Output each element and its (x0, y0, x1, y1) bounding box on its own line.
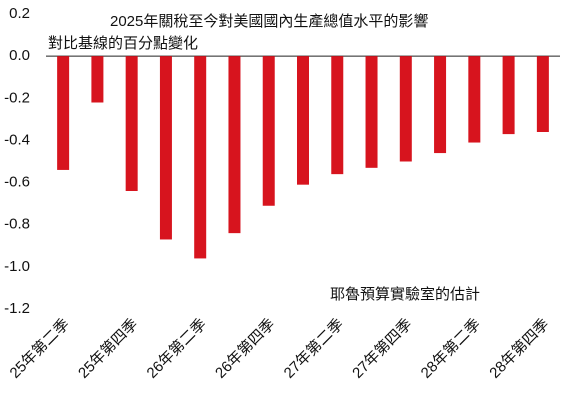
x-tick-label: 26年第二季 (143, 315, 210, 382)
chart-title: 2025年關稅至今對美國國內生產總值水平的影響 (110, 12, 428, 30)
y-tick-label: -0.2 (4, 89, 30, 106)
bar (125, 56, 138, 192)
bar (228, 56, 241, 234)
chart-subtitle: 對比基線的百分點變化 (48, 35, 198, 52)
x-tick-label: 26年第四季 (211, 315, 278, 382)
y-tick-label: -0.8 (4, 216, 30, 233)
bar (536, 56, 549, 133)
y-tick-label: -1.2 (4, 300, 30, 317)
bar (297, 56, 309, 185)
x-tick-label: 28年第二季 (417, 315, 484, 382)
bar (262, 56, 275, 206)
y-tick-label: -1.0 (4, 258, 30, 275)
bar (365, 56, 378, 168)
bar (434, 56, 447, 154)
x-tick-label: 27年第二季 (280, 315, 347, 382)
x-tick-label: 25年第四季 (74, 315, 141, 382)
annotation: 耶魯預算實驗室的估計 (330, 285, 480, 303)
x-tick-label: 25年第二季 (6, 315, 73, 382)
y-tick-label: 0.0 (9, 47, 30, 64)
bar (331, 56, 344, 175)
x-tick-label: 28年第四季 (486, 315, 553, 382)
bar (194, 56, 207, 259)
bar (502, 56, 515, 135)
bar (91, 56, 104, 103)
y-tick-label: -0.4 (4, 131, 30, 148)
y-tick-label: 0.2 (9, 5, 30, 22)
bar (399, 56, 412, 162)
x-tick-label: 27年第四季 (348, 315, 415, 382)
bar (57, 56, 70, 170)
y-tick-label: -0.6 (4, 174, 30, 191)
bar (159, 56, 172, 240)
bar (468, 56, 481, 143)
